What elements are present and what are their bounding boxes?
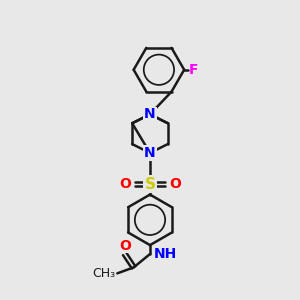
Text: S: S <box>145 177 155 192</box>
Text: O: O <box>119 238 131 253</box>
Text: O: O <box>169 177 181 191</box>
Text: CH₃: CH₃ <box>93 267 116 280</box>
Text: N: N <box>144 107 156 121</box>
Text: F: F <box>189 63 198 77</box>
Text: N: N <box>144 146 156 160</box>
Text: NH: NH <box>154 247 177 261</box>
Text: O: O <box>119 177 131 191</box>
